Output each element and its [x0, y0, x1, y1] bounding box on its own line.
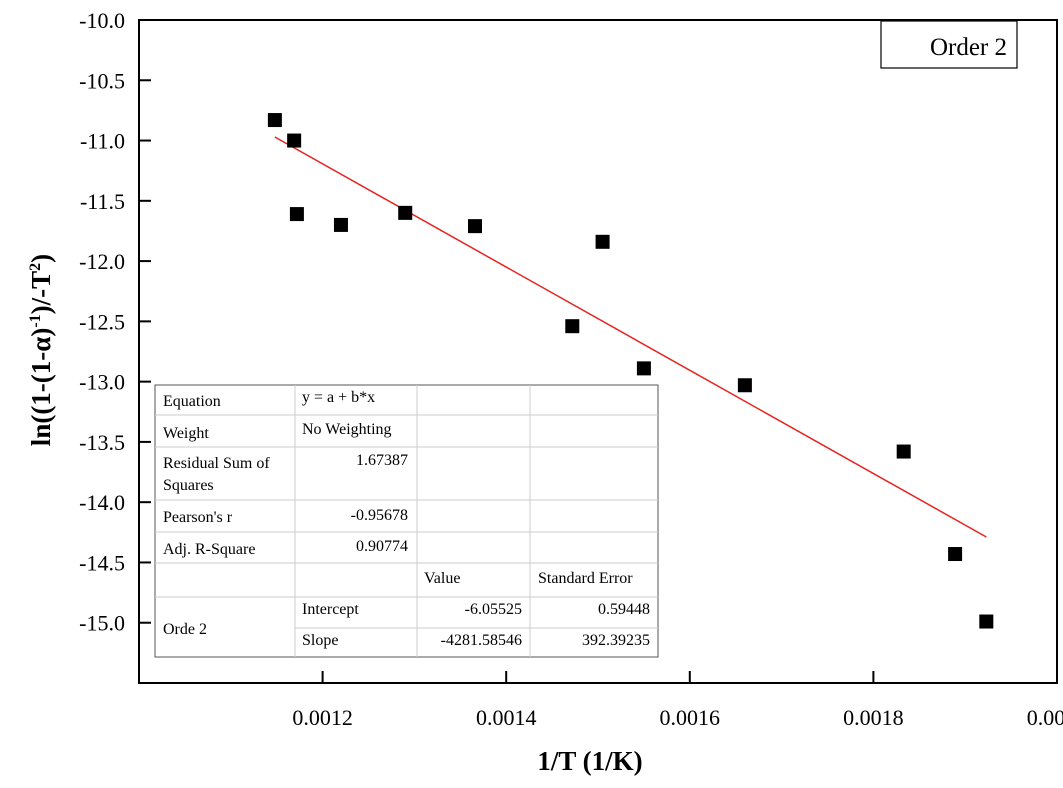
data-point — [948, 547, 963, 562]
table-cell: Pearson's r — [163, 509, 233, 526]
table-cell: Orde 2 — [163, 621, 207, 638]
y-tick-label: -10.5 — [79, 68, 125, 93]
data-point — [737, 378, 752, 393]
table-cell: -0.95678 — [351, 507, 408, 524]
data-point — [896, 444, 911, 459]
data-point — [333, 217, 348, 232]
y-tick-label: -12.5 — [79, 309, 125, 334]
data-point — [267, 113, 282, 128]
fit-line-group — [274, 136, 987, 538]
data-point — [636, 361, 651, 376]
table-cell: 0.59448 — [598, 601, 650, 618]
table-cell: No Weighting — [302, 421, 392, 438]
plot-frame — [138, 19, 1058, 684]
y-tick-label: -13.0 — [79, 370, 125, 395]
y-tick-label: -14.0 — [79, 490, 125, 515]
table-cell: Equation — [163, 393, 221, 410]
table-cell: Residual Sum of Squares — [163, 455, 270, 494]
fit-table: Equation y = a + b*x Weight No Weighting… — [154, 384, 659, 658]
data-point — [398, 205, 413, 220]
y-tick-label: -11.0 — [80, 129, 125, 154]
table-cell: Adj. R-Square — [163, 541, 255, 558]
table-cell: y = a + b*x — [302, 389, 375, 406]
table-cell: 392.39235 — [582, 632, 650, 649]
x-axis-ticks: 0.0012 0.0014 0.0016 0.0018 0.0020 — [292, 671, 1063, 730]
fit-table-frame — [154, 384, 659, 658]
y-tick-label: -14.5 — [79, 550, 125, 575]
legend: Order 2 — [880, 20, 1018, 69]
data-point — [979, 614, 994, 629]
x-tick-label: 0.0012 — [292, 705, 353, 730]
data-points — [267, 113, 994, 629]
legend-label: Order 2 — [930, 34, 1007, 61]
x-tick-label: 0.0020 — [1027, 705, 1063, 730]
y-tick-label: -12.0 — [79, 249, 125, 274]
x-tick-label: 0.0014 — [476, 705, 537, 730]
table-cell: 1.67387 — [356, 452, 408, 469]
y-tick-label: -10.0 — [79, 8, 125, 33]
data-point — [289, 207, 304, 222]
y-axis-label: ln((1-(1-α)-1)/-T2) — [26, 254, 56, 446]
table-cell: Weight — [163, 425, 209, 442]
data-point — [287, 133, 302, 148]
y-axis-ticks: -10.0 -10.5 -11.0 -11.5 -12.0 -12.5 -13.0 -13.5… — [79, 8, 151, 636]
table-cell: -6.05525 — [465, 601, 522, 618]
table-cell: Intercept — [302, 601, 359, 618]
y-tick-label: -15.0 — [79, 611, 125, 636]
table-cell: -4281.58546 — [441, 632, 522, 649]
x-tick-label: 0.0016 — [660, 705, 721, 730]
x-tick-label: 0.0018 — [843, 705, 904, 730]
fit-line — [274, 136, 987, 538]
y-tick-label: -13.5 — [79, 430, 125, 455]
table-cell: Slope — [302, 632, 338, 649]
table-header: Value — [424, 570, 460, 587]
data-point — [565, 319, 580, 334]
data-point — [467, 219, 482, 234]
x-axis-label: 1/T (1/K) — [537, 746, 642, 776]
data-point — [595, 234, 610, 249]
table-header: Standard Error — [538, 570, 633, 587]
y-tick-label: -11.5 — [80, 189, 125, 214]
table-cell: 0.90774 — [356, 538, 408, 555]
legend-box — [880, 20, 1018, 69]
fit-table-grid — [155, 385, 658, 657]
